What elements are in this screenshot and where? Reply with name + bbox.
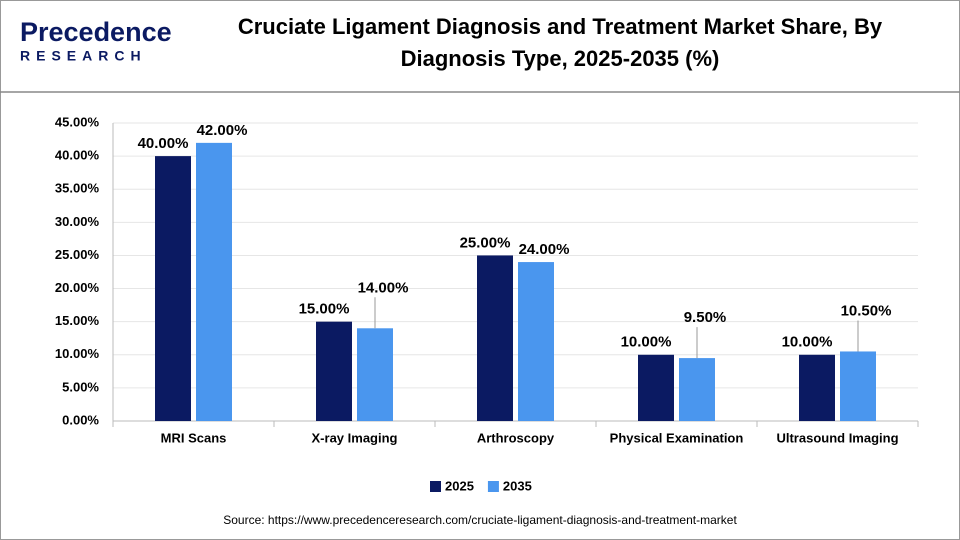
bar — [840, 351, 876, 421]
bar — [799, 354, 835, 421]
value-label: 10.50% — [841, 302, 892, 319]
x-tick-label: Physical Examination — [610, 430, 744, 445]
value-label: 42.00% — [197, 122, 248, 139]
bar — [477, 255, 513, 421]
legend-label: 2035 — [503, 478, 532, 493]
logo-name: Precedence — [20, 17, 172, 47]
y-tick-label: 15.00% — [55, 313, 100, 328]
value-label: 24.00% — [519, 241, 570, 258]
legend-swatch — [430, 481, 441, 492]
logo-sub: RESEARCH — [20, 48, 147, 64]
chart-title: Cruciate Ligament Diagnosis and Treatmen… — [238, 14, 883, 39]
value-label: 14.00% — [358, 279, 409, 296]
legend-swatch — [487, 481, 499, 492]
value-label: 40.00% — [138, 135, 189, 152]
x-tick-label: Arthroscopy — [477, 430, 555, 445]
y-tick-label: 20.00% — [55, 280, 100, 295]
value-label: 9.50% — [684, 309, 727, 326]
bar — [316, 321, 352, 421]
legend-label: 2025 — [445, 478, 474, 493]
y-tick-label: 40.00% — [55, 148, 100, 163]
chart-title: Diagnosis Type, 2025-2035 (%) — [401, 46, 720, 71]
value-label: 10.00% — [621, 334, 672, 351]
y-tick-label: 5.00% — [62, 379, 99, 394]
x-tick-label: X-ray Imaging — [312, 430, 398, 445]
y-tick-label: 0.00% — [62, 412, 99, 427]
bar — [155, 156, 191, 421]
y-tick-label: 45.00% — [55, 114, 100, 129]
value-label: 25.00% — [460, 234, 511, 251]
bar — [518, 262, 554, 421]
bar — [679, 358, 715, 421]
bar — [357, 328, 393, 421]
x-tick-label: MRI Scans — [161, 430, 227, 445]
source: Source: https://www.precedenceresearch.c… — [223, 513, 737, 527]
bar — [196, 142, 232, 421]
x-tick-label: Ultrasound Imaging — [776, 430, 898, 445]
y-tick-label: 30.00% — [55, 214, 100, 229]
bar — [638, 354, 674, 421]
y-tick-label: 35.00% — [55, 181, 100, 196]
value-label: 10.00% — [782, 334, 833, 351]
value-label: 15.00% — [299, 301, 350, 318]
y-tick-label: 25.00% — [55, 247, 100, 262]
y-tick-label: 10.00% — [55, 346, 100, 361]
